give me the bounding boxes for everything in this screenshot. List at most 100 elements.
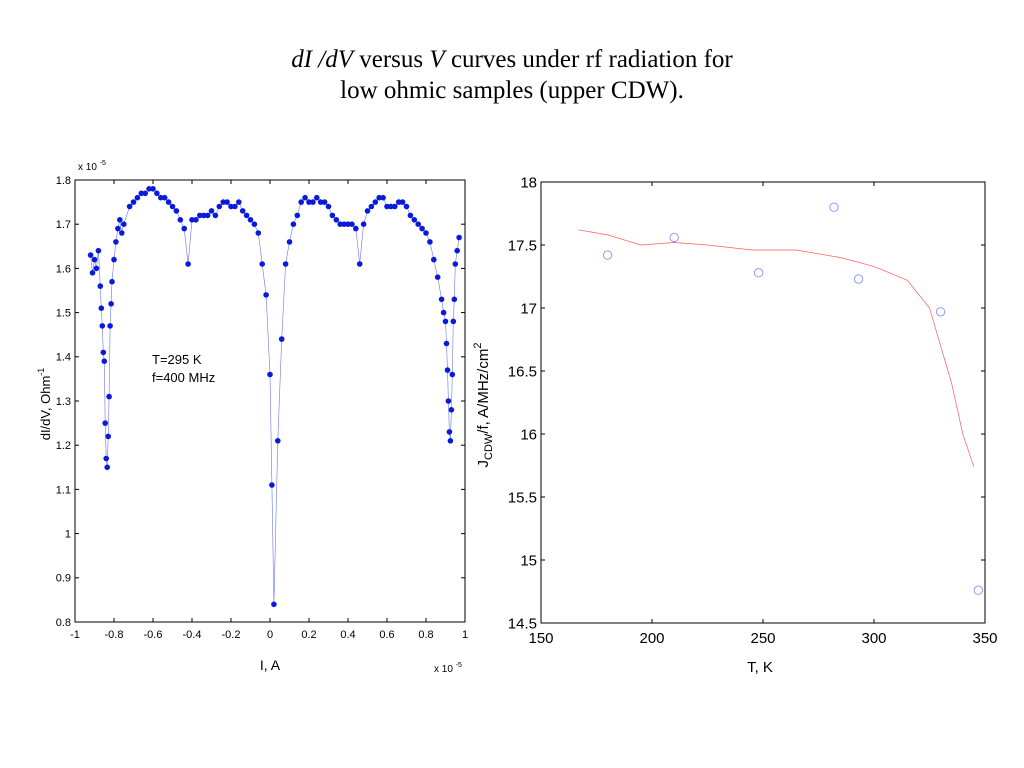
- right-plot-frame: [540, 181, 986, 624]
- left-data-point: [185, 261, 191, 267]
- left-data-point: [243, 212, 250, 219]
- left-chart: -1 -0.8 -0.6 -0.4 -0.2 0 0.2 0.4 0.6 0.8 1 0.8 0.9 1 1…: [36, 160, 468, 675]
- left-data-point: [197, 212, 203, 219]
- left-annotation-line: f=400 MHz: [152, 370, 215, 385]
- left-x-tick-label: 0: [267, 629, 273, 641]
- left-data-point: [384, 203, 390, 210]
- left-data-point: [271, 601, 277, 608]
- left-x-tick-label: -0.8: [105, 629, 124, 641]
- left-data-point: [108, 301, 114, 307]
- left-data-point: [158, 194, 164, 201]
- left-data-point: [89, 270, 96, 276]
- left-data-point: [216, 203, 223, 210]
- left-data-point: [165, 199, 172, 205]
- title-line-1: dI /dV versus V curves under rf radiatio…: [0, 44, 1024, 75]
- right-trend-line: [578, 229, 975, 467]
- left-data-point: [298, 199, 305, 205]
- title-line-2: low ohmic samples (upper CDW).: [340, 77, 684, 104]
- left-data-point: [278, 336, 285, 342]
- left-data-point: [341, 221, 347, 227]
- right-y-tick-label: 15.5: [508, 489, 537, 506]
- left-data-point: [321, 199, 328, 205]
- left-data-point: [360, 221, 367, 227]
- left-data-point: [93, 265, 100, 272]
- left-data-point: [97, 283, 104, 289]
- left-data-point: [364, 208, 371, 214]
- left-data-point: [349, 221, 355, 227]
- left-data-point: [302, 194, 308, 201]
- slide-title: dI /dV versus V curves under rf radiatio…: [0, 44, 1024, 106]
- left-y-multiplier-exp: -5: [100, 160, 106, 167]
- left-data-point: [333, 217, 340, 223]
- left-y-tick-label: 1.8: [56, 175, 71, 187]
- left-data-point: [91, 256, 98, 263]
- left-data-point: [403, 203, 410, 210]
- right-x-tick-label: 300: [861, 630, 886, 647]
- right-y-tick-label: 18: [520, 174, 537, 191]
- left-data-point: [105, 433, 111, 440]
- left-data-point: [150, 186, 156, 192]
- right-x-tick-label: 200: [639, 630, 664, 647]
- left-data-point: [220, 199, 226, 205]
- left-data-point: [423, 230, 429, 236]
- left-data-point: [161, 194, 168, 201]
- left-data-point: [95, 247, 102, 254]
- left-data-point: [445, 398, 452, 404]
- left-y-tick-label: 1: [65, 528, 71, 540]
- left-data-point: [317, 199, 324, 205]
- left-y-tick-label: 1.3: [56, 396, 71, 408]
- left-data-point: [306, 199, 312, 205]
- left-data-point: [337, 221, 344, 227]
- right-y-tick-label: 17.5: [508, 237, 537, 254]
- left-x-tick-label: -0.2: [222, 629, 241, 641]
- left-data-point: [177, 217, 184, 223]
- left-x-tick-label: 0.4: [340, 629, 355, 641]
- left-data-point: [440, 309, 447, 316]
- left-data-point: [169, 203, 176, 210]
- left-data-point: [269, 482, 275, 488]
- right-y-tick-label: 17: [520, 300, 537, 317]
- left-data-point: [102, 420, 108, 426]
- left-data-point: [431, 256, 437, 263]
- left-data-point: [395, 199, 402, 205]
- right-data-point: [853, 274, 864, 284]
- left-data-point: [329, 212, 336, 219]
- left-data-point: [275, 438, 281, 444]
- left-data-point: [200, 212, 207, 219]
- left-data-point: [121, 221, 127, 227]
- left-data-point: [212, 212, 219, 219]
- left-data-point: [104, 464, 110, 471]
- left-data-point: [109, 278, 115, 285]
- left-data-point: [107, 323, 113, 329]
- left-data-point: [443, 340, 450, 347]
- left-data-point: [353, 225, 359, 232]
- left-data-point: [239, 208, 246, 214]
- right-x-tick-label: 350: [972, 630, 997, 647]
- right-data-point: [829, 202, 839, 212]
- title-v: V: [429, 46, 445, 73]
- right-y-tick-label: 14.5: [508, 615, 537, 632]
- left-y-tick-label: 0.9: [56, 573, 71, 585]
- right-x-tick-label: 150: [528, 630, 553, 647]
- left-data-point: [142, 190, 148, 197]
- left-data-point: [103, 455, 109, 462]
- left-x-tick-label: -1: [70, 629, 80, 641]
- title-rest: curves under rf radiation for: [444, 46, 733, 73]
- left-data-point: [442, 318, 449, 325]
- left-data-point: [99, 323, 106, 329]
- right-y-axis-label-sub: CDW: [483, 433, 495, 460]
- left-data-point: [452, 261, 459, 267]
- left-x-multiplier-exp: -5: [456, 662, 462, 669]
- left-data-point: [407, 212, 414, 219]
- left-data-point: [251, 221, 258, 227]
- left-y-tick-label: 1.5: [56, 307, 71, 319]
- left-data-point: [208, 208, 215, 214]
- left-data-point: [267, 371, 273, 378]
- left-data-point: [356, 261, 363, 267]
- left-data-point: [263, 292, 269, 298]
- left-data-point: [232, 203, 238, 210]
- right-y-tick-label: 15: [520, 552, 537, 569]
- left-y-multiplier: x 10 -5: [78, 160, 106, 173]
- left-plot-frame: [74, 179, 466, 623]
- left-data-point: [345, 221, 351, 227]
